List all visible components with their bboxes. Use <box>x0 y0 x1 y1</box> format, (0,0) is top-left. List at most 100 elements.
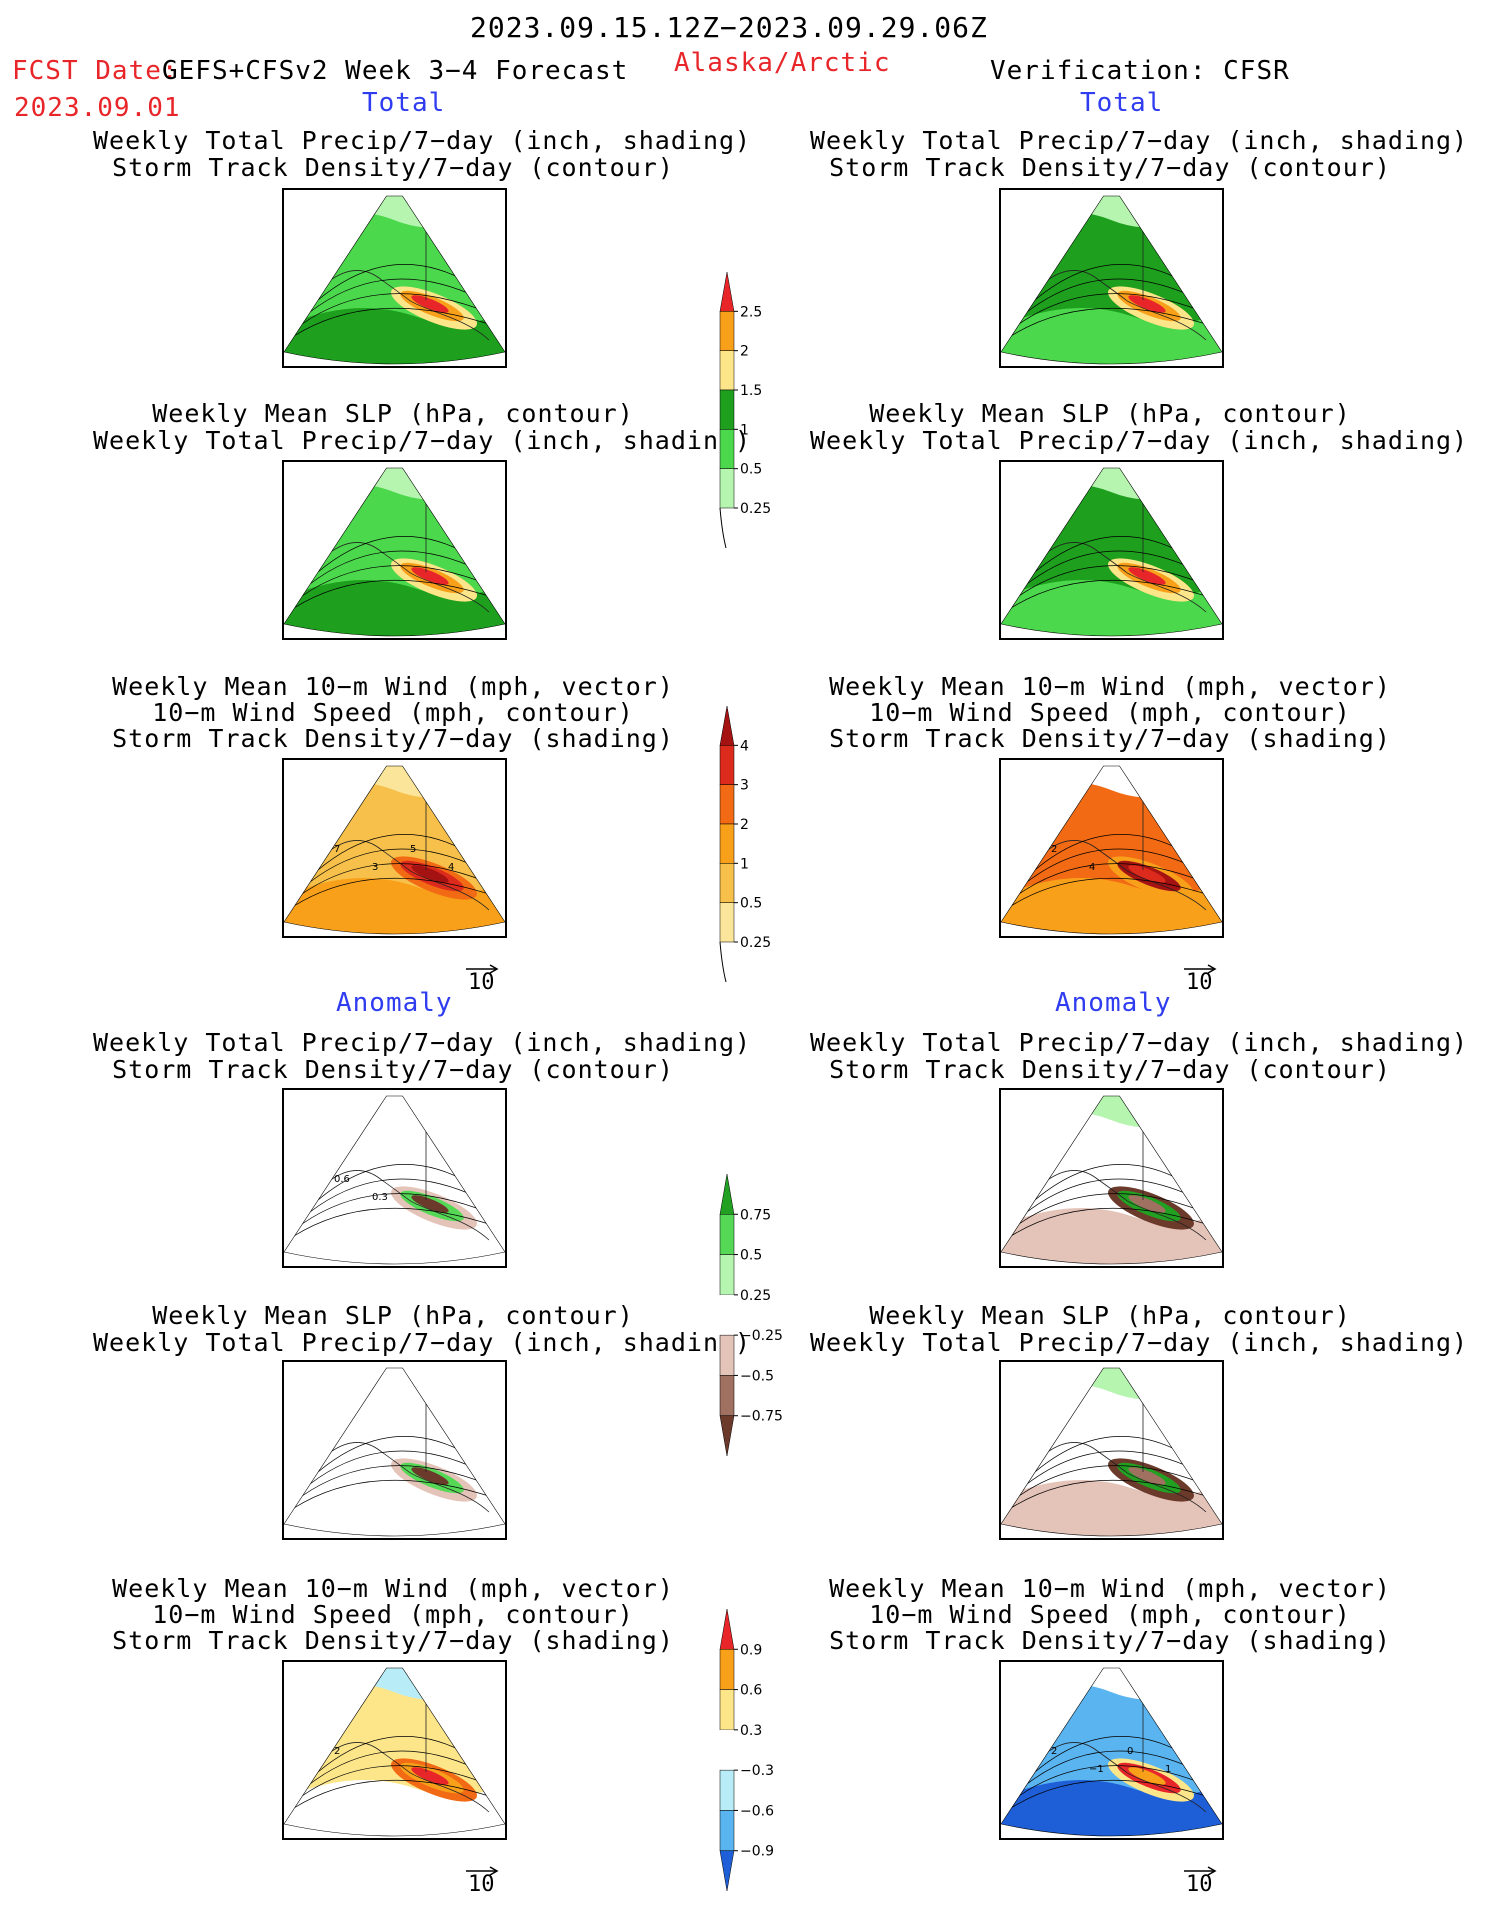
map-contour <box>1034 1164 1189 1201</box>
colorbar-label: 1.5 <box>740 383 762 399</box>
colorbar-graphic: 0.9 0.6 0.3 −0.3 −0.6 −0.9 <box>719 1608 774 1892</box>
colorbar-band <box>719 1173 735 1215</box>
map-feature <box>1128 1195 1166 1213</box>
map-contour <box>301 1193 488 1225</box>
vector-ref-arrow-icon <box>466 964 499 974</box>
map-outline <box>284 467 505 637</box>
date-range-title: 2023.09.15.12Z−2023.09.29.06Z <box>470 11 988 44</box>
map-contour <box>309 550 480 585</box>
map-contour <box>309 1750 480 1785</box>
colorbar-label: 0.5 <box>740 896 762 912</box>
map-contour <box>1026 1178 1197 1213</box>
map-graphic <box>284 195 505 365</box>
map-contour <box>1018 863 1205 895</box>
caption-r2-l1: Weekly Mean SLP (hPa, contour) <box>152 399 634 428</box>
map-contour <box>1026 1450 1197 1485</box>
map-contour <box>317 536 472 573</box>
caption-r1-r2: Storm Track Density/7−day (contour) <box>829 153 1391 182</box>
colorbar-label: 0.3 <box>740 1723 762 1739</box>
caption-r5-l2: Weekly Total Precip/7−day (inch, shading… <box>93 1328 752 1357</box>
map-coastline <box>323 1742 490 1813</box>
map-contour <box>309 278 480 313</box>
map-region-south <box>1001 1206 1222 1264</box>
map-graphic <box>284 467 505 637</box>
colorbar-label: 0.5 <box>740 1248 762 1264</box>
map-contour <box>301 1465 488 1497</box>
caption-r3-l1: Weekly Mean 10−m Wind (mph, vector) <box>112 672 674 701</box>
map-contour <box>317 834 472 871</box>
colorbar-precip-total: 2.5 2 1.5 1 0.5 0.25 <box>716 268 806 558</box>
map-outline <box>284 765 505 935</box>
map-graphic <box>1001 467 1222 637</box>
map-contour <box>1010 1479 1213 1509</box>
map-region-south <box>284 876 505 934</box>
map-contour <box>1018 565 1205 597</box>
colorbar-label: 4 <box>740 738 749 754</box>
contour-label: 0.6 <box>334 1174 350 1185</box>
section-anomaly-right: Anomaly <box>1055 988 1172 1018</box>
map-coastline <box>1040 1442 1207 1513</box>
map-feature <box>1128 1767 1166 1785</box>
map-contour <box>1018 1193 1205 1225</box>
map-feature <box>411 1195 449 1213</box>
contour-label: 4 <box>448 862 454 873</box>
colorbar-label: −0.75 <box>740 1409 783 1425</box>
vector-ref-value-r3-left: 10 <box>468 970 495 995</box>
contour-label: 0.3 <box>372 1192 388 1203</box>
colorbar-label: −0.6 <box>740 1803 774 1819</box>
map-contour <box>1018 1465 1205 1497</box>
caption-r5-r2: Weekly Total Precip/7−day (inch, shading… <box>810 1328 1469 1357</box>
colorbar-label: 2 <box>740 817 749 833</box>
map-contour <box>317 1436 472 1473</box>
colorbar-tail <box>719 507 727 549</box>
map-region-south <box>1001 578 1222 636</box>
map-graphic: 7 3 5 4 <box>284 765 505 935</box>
caption-r3-r3: Storm Track Density/7−day (shading) <box>829 724 1391 753</box>
map-region-south <box>1001 1478 1222 1536</box>
map-graphic <box>284 1367 505 1537</box>
section-anomaly-left: Anomaly <box>336 988 453 1018</box>
map-contour <box>1010 307 1213 337</box>
map-contour <box>1010 877 1213 907</box>
map-coastline <box>323 1442 490 1513</box>
colorbar-band <box>719 1254 735 1296</box>
colorbar-storm-total: 4 3 2 1 0.5 0.25 <box>716 702 806 992</box>
fcst-date-label: FCST Date: <box>12 56 179 86</box>
map-contour <box>293 1207 496 1237</box>
caption-r2-l2: Weekly Total Precip/7−day (inch, shading… <box>93 426 752 455</box>
map-outline <box>1001 1367 1222 1537</box>
map-region-south <box>284 1206 505 1264</box>
caption-r6-r2: 10−m Wind Speed (mph, contour) <box>869 1600 1351 1629</box>
map-coastline <box>323 840 490 911</box>
map-region-south <box>1001 876 1222 934</box>
colorbar-band <box>719 863 735 903</box>
colorbar-label: 0.75 <box>740 1207 771 1223</box>
caption-r1-l1: Weekly Total Precip/7−day (inch, shading… <box>93 126 752 155</box>
fcst-date-value: 2023.09.01 <box>14 93 181 123</box>
map-outline <box>1001 467 1222 637</box>
map-contour <box>1034 834 1189 871</box>
verification-title: Verification: CFSR <box>990 56 1290 86</box>
colorbar-band <box>719 271 735 312</box>
colorbar-band <box>719 1608 735 1650</box>
map-region-south <box>284 306 505 364</box>
map-coastline <box>323 542 490 613</box>
colorbar-label: 0.25 <box>740 935 771 951</box>
map-graphic: 24 <box>1001 765 1222 935</box>
map-contour <box>301 863 488 895</box>
map-contour <box>1026 550 1197 585</box>
map-feature <box>1128 567 1166 585</box>
caption-r6-l2: 10−m Wind Speed (mph, contour) <box>152 1600 634 1629</box>
map-region-south <box>1001 1778 1222 1836</box>
caption-r3-l2: 10−m Wind Speed (mph, contour) <box>152 698 634 727</box>
colorbar-band <box>719 1334 735 1376</box>
map-wind-total-gefs: 7 3 5 4 <box>282 758 507 938</box>
map-region-south <box>284 1478 505 1536</box>
contour-label: 5 <box>410 844 416 855</box>
map-precip-total-cfsr <box>999 188 1224 368</box>
vector-ref-arrow-icon <box>466 1866 499 1876</box>
map-graphic: 2 −1 0 1 <box>1001 1667 1222 1837</box>
map-feature <box>1128 865 1166 883</box>
caption-r2-r2: Weekly Total Precip/7−day (inch, shading… <box>810 426 1469 455</box>
